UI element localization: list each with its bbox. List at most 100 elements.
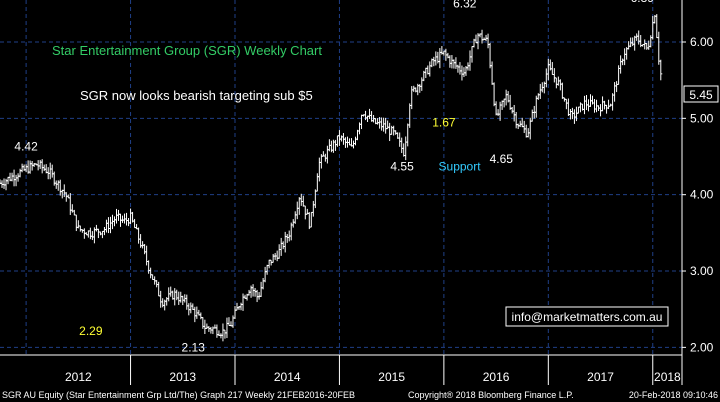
price-bar [530,109,534,122]
price-bar [337,130,341,146]
axes [0,0,683,385]
price-bar [317,157,321,182]
price-bar [552,68,556,83]
price-bar [311,200,315,217]
price-bar [582,95,586,115]
price-bar [50,164,54,178]
price-bar [572,109,576,124]
price-bar [201,317,205,329]
price-bar [490,61,494,85]
price-bar [133,218,137,229]
price-bar [235,302,239,311]
price-bar [325,145,329,164]
y-axis-ticks: 2.00 3.00 4.00 5.00 6.00 [682,35,714,354]
price-bar [117,209,121,221]
price-bar [380,117,384,131]
footer-right: 20-Feb-2018 09:10:46 [629,390,718,400]
price-bar [299,193,303,206]
price-bar [601,96,605,112]
price-bar [470,46,474,63]
price-bar [285,233,289,243]
grid-lines [0,0,682,355]
price-bar [253,287,257,297]
price-bar [309,211,313,228]
price-bar [347,138,351,146]
price-bar [155,280,159,288]
last-price-tag: 5.45 [683,85,719,103]
price-bar [127,218,131,227]
price-bar [48,162,52,180]
price-bar [593,98,597,113]
price-bar [621,58,625,66]
price-bar [354,136,358,146]
price-bar [271,253,275,263]
price-bar [307,212,311,230]
y-tick-label: 4.00 [690,188,714,202]
price-bar [114,208,118,224]
price-bar [76,220,80,229]
price-bar [613,82,617,102]
annotation-label: 4.55 [390,160,414,174]
price-bar [40,159,44,174]
price-bar [333,139,337,151]
price-bar [58,179,62,196]
price-bar [74,214,78,232]
price-bar [215,324,219,338]
price-bar [462,67,466,78]
price-bar [500,100,504,110]
price-bar [205,323,209,329]
price-bar [450,55,454,69]
price-bar [28,160,32,174]
price-bar [384,117,388,134]
price-bar [241,293,245,311]
price-bar [157,281,161,297]
price-bar [68,193,72,215]
price-bar [550,62,554,75]
x-tick-label: 2016 [483,370,510,384]
annotation-label: 2.29 [79,324,103,338]
price-bar [199,312,203,320]
price-bar [404,136,408,161]
price-bar [263,266,267,283]
price-bar [370,111,374,122]
last-price-label: 5.45 [689,88,713,102]
price-bar [442,50,446,56]
price-bar [321,151,325,157]
annotation-label: 4.42 [14,140,38,154]
price-bar [400,137,404,154]
price-bar [110,214,114,230]
price-bar [544,68,548,88]
price-bar [112,216,116,227]
price-bar [223,329,227,339]
price-bar [227,317,231,327]
price-bar [643,39,647,50]
price-bar [454,57,458,69]
price-bar [239,302,243,311]
price-bar [368,108,372,120]
price-bar [496,109,500,117]
price-bar [20,163,24,173]
price-bar [291,219,295,228]
chart-subtitle: SGR now looks bearish targeting sub $5 [80,88,313,103]
price-bar [560,82,564,99]
price-bar [398,132,402,147]
price-bar [78,225,82,232]
price-bar [173,288,177,306]
price-bar [185,294,189,310]
price-bar [100,230,104,239]
price-bar [605,104,609,114]
price-bar [335,135,339,147]
price-bar [508,94,512,110]
price-bar [432,56,436,67]
chart-title: Star Entertainment Group (SGR) Weekly Ch… [52,43,322,58]
price-bar [60,189,64,199]
price-bar [247,289,251,296]
price-bar [159,290,163,308]
y-tick-label: 2.00 [690,340,714,354]
y-tick-label: 6.00 [690,35,714,49]
y-tick-label: 3.00 [690,264,714,278]
price-bar [147,260,151,274]
price-bar [554,77,558,89]
price-bar [492,82,496,107]
